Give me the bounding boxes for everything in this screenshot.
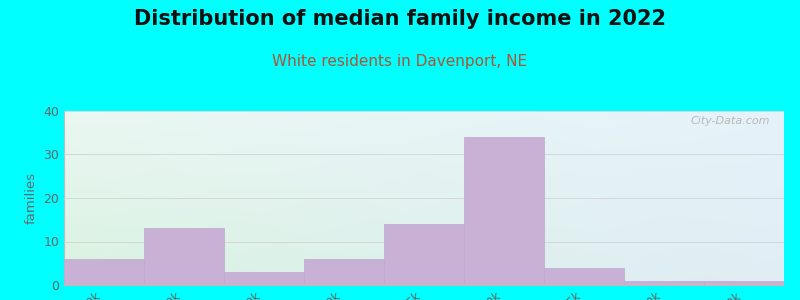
Text: Distribution of median family income in 2022: Distribution of median family income in … xyxy=(134,9,666,29)
Text: City-Data.com: City-Data.com xyxy=(690,116,770,126)
Bar xyxy=(624,281,704,285)
Text: White residents in Davenport, NE: White residents in Davenport, NE xyxy=(273,54,527,69)
Y-axis label: families: families xyxy=(25,172,38,224)
Bar xyxy=(144,229,224,285)
Bar xyxy=(384,224,464,285)
Bar xyxy=(544,268,624,285)
Bar xyxy=(704,281,784,285)
Bar xyxy=(64,259,144,285)
Bar xyxy=(464,137,544,285)
Bar xyxy=(224,272,304,285)
Bar xyxy=(304,259,384,285)
